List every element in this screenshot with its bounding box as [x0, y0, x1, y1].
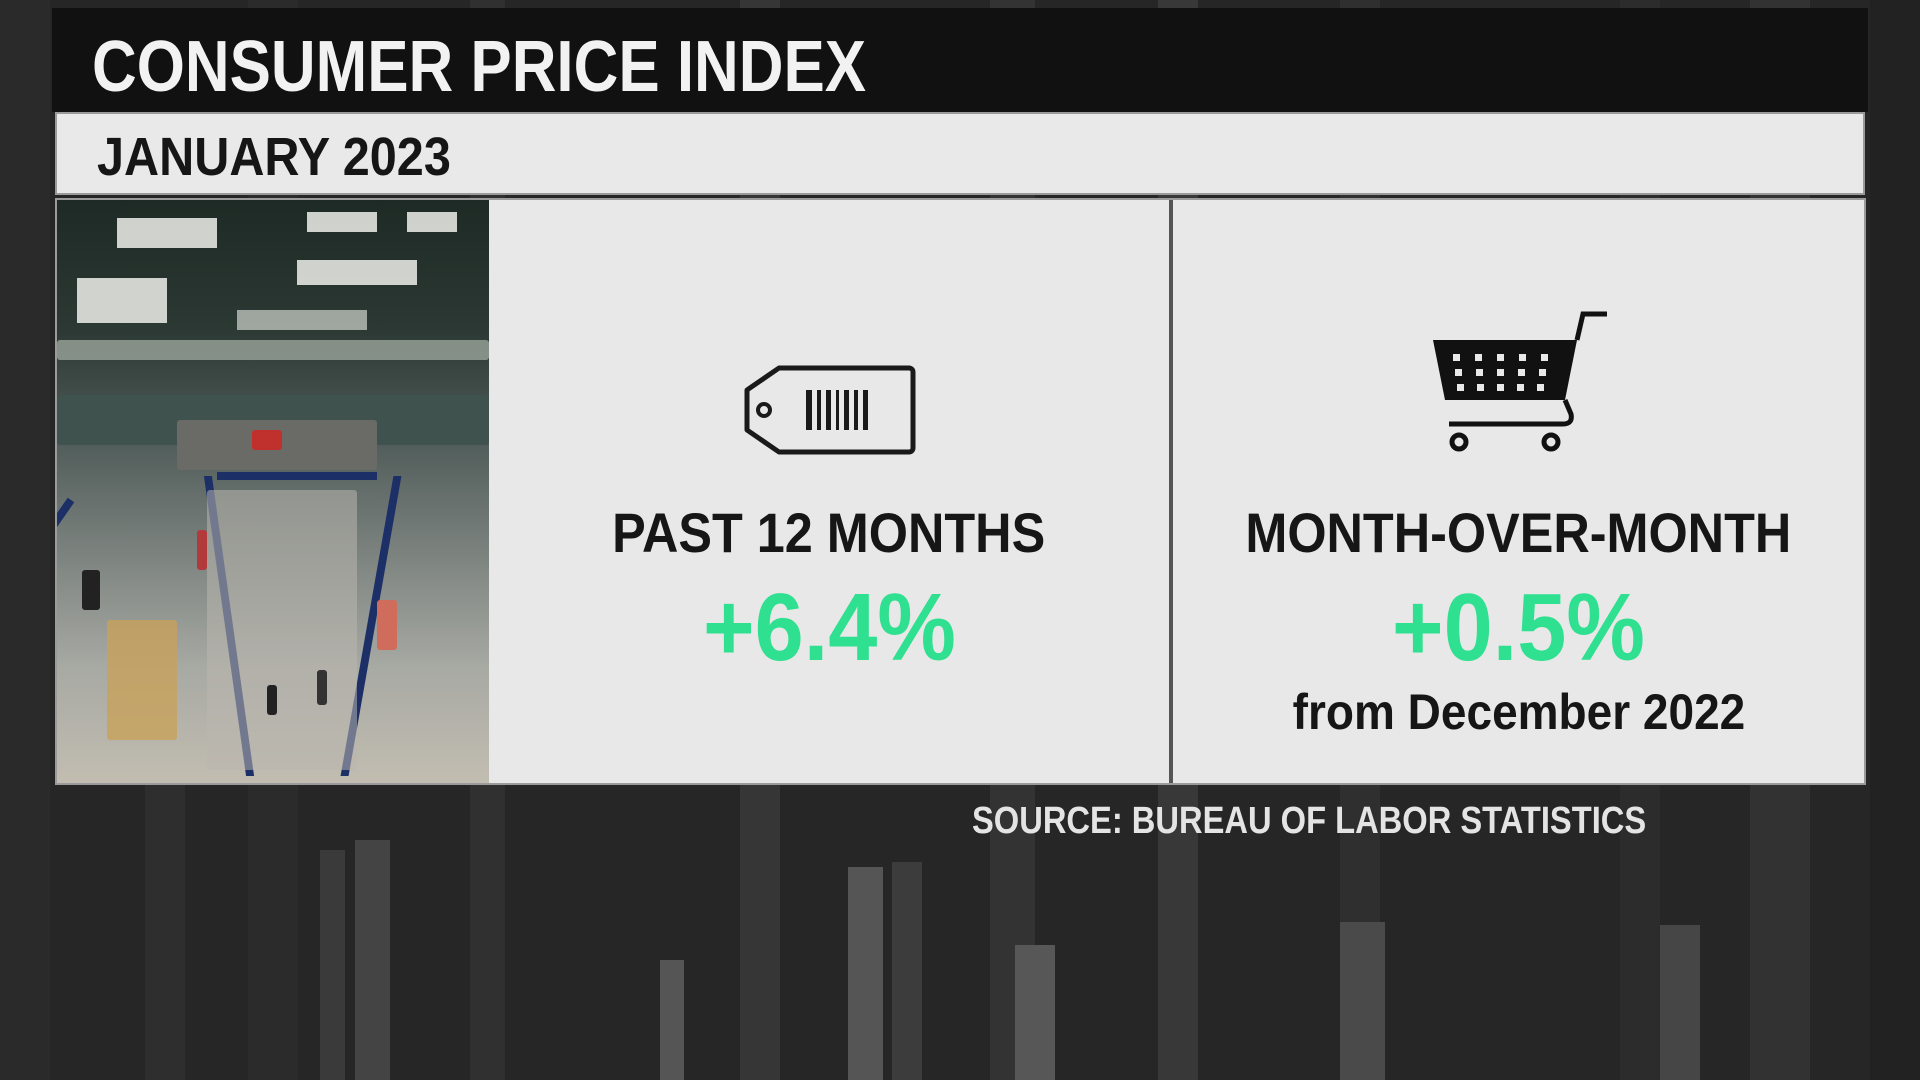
stat-label: PAST 12 MONTHS: [612, 501, 1046, 564]
subtitle-bar: JANUARY 2023: [55, 112, 1865, 195]
page-title: CONSUMER PRICE INDEX: [92, 27, 867, 107]
source-caption: SOURCE: BUREAU OF LABOR STATISTICS: [972, 800, 1647, 842]
date-subtitle: JANUARY 2023: [97, 127, 451, 187]
mall-photo: [57, 200, 489, 783]
shopping-cart-icon: [1429, 310, 1609, 465]
price-tag-icon: [741, 362, 917, 463]
title-bar: CONSUMER PRICE INDEX: [52, 8, 1868, 112]
stat-label: MONTH-OVER-MONTH: [1245, 501, 1792, 564]
content-panel: PAST 12 MONTHS +6.4% MONTH-OVER-MONTH +0…: [55, 198, 1866, 785]
stat-value: +6.4%: [702, 574, 956, 681]
stat-comparison-note: from December 2022: [1292, 684, 1745, 740]
stat-value: +0.5%: [1392, 574, 1645, 681]
stat-past-12-months: PAST 12 MONTHS +6.4%: [489, 200, 1169, 783]
stat-month-over-month: MONTH-OVER-MONTH +0.5% from December 202…: [1169, 200, 1864, 783]
